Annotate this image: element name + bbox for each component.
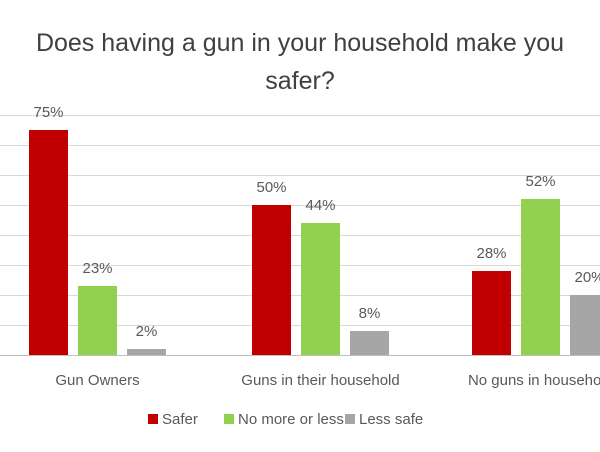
data-label: 52%: [525, 173, 555, 190]
data-label: 20%: [574, 269, 600, 286]
category-label: No guns in household: [468, 372, 600, 389]
data-label: 75%: [33, 104, 63, 121]
legend-swatch-no-more-or-less: [224, 414, 234, 424]
legend-label: Safer: [162, 411, 198, 428]
bar-no-more-or-less-1: [78, 286, 117, 355]
legend-label: No more or less: [238, 411, 344, 428]
bar-no-more-or-less-2: [301, 223, 340, 355]
legend-label: Less safe: [359, 411, 423, 428]
data-label: 8%: [359, 305, 381, 322]
category-label: Guns in their household: [241, 372, 399, 389]
bar-no-more-or-less-3: [521, 199, 560, 355]
legend-swatch-less-safe: [345, 414, 355, 424]
bar-less-safe-1: [127, 349, 166, 355]
chart-title: Does having a gun in your household make…: [35, 29, 565, 95]
data-label: 44%: [305, 197, 335, 214]
category-label: Gun Owners: [55, 372, 139, 389]
data-label: 23%: [82, 260, 112, 277]
data-label: 50%: [256, 179, 286, 196]
bar-safer-1: [29, 130, 68, 355]
legend-swatch-safer: [148, 414, 158, 424]
bar-less-safe-2: [350, 331, 389, 355]
bar-safer-3: [472, 271, 511, 355]
data-label: 2%: [136, 323, 158, 340]
data-label: 28%: [476, 245, 506, 262]
bar-safer-2: [252, 205, 291, 355]
bar-less-safe-3: [570, 295, 600, 355]
